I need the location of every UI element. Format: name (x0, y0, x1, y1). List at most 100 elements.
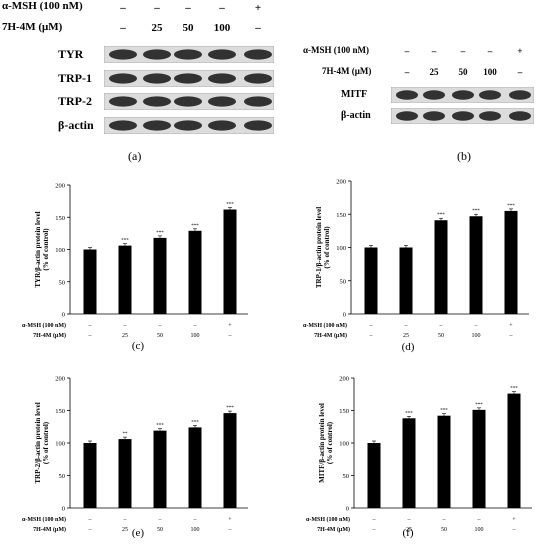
significance-label: *** (507, 204, 515, 209)
blot-band (109, 49, 137, 60)
treatment-value: – (404, 323, 409, 329)
y-tick-label: 50 (59, 279, 66, 286)
band-label: TRP-1 (58, 71, 92, 86)
treatment-value: – (193, 323, 198, 329)
y-axis-title: TRP-2/β-actin protein level (34, 402, 42, 483)
treatment-value: + (509, 323, 513, 329)
y-tick-label: 100 (55, 247, 65, 254)
treatment-value: 100 (191, 333, 200, 339)
significance-label: *** (191, 224, 199, 229)
y-axis-title: TYR/β-actin protein level (34, 211, 42, 287)
significance-label: *** (226, 203, 234, 208)
treatment-label: α-MSH (100 nM) (22, 322, 66, 329)
blot-band (244, 73, 272, 84)
blot-band (396, 90, 418, 100)
lane-value-label: – (404, 67, 410, 77)
band-label: β-actin (58, 118, 94, 133)
y-tick-label: 200 (336, 179, 346, 186)
treatment-value: – (407, 517, 412, 523)
bar-chart-f: 0 50 100 150 200 MITF/β-actin protein level (%… (306, 376, 532, 539)
y-axis-title: (% of control) (326, 421, 334, 464)
significance-label: *** (437, 213, 445, 218)
y-tick-label: 0 (346, 506, 349, 513)
bar (118, 245, 132, 314)
blot-band (109, 120, 137, 131)
significance-label: *** (156, 231, 164, 236)
bar (153, 430, 167, 508)
lane-value-label: 50 (182, 22, 194, 34)
alpha-msh-label: α-MSH (100 nM) (2, 0, 83, 12)
treatment-value: – (88, 517, 93, 523)
lane-value-label: 100 (483, 67, 497, 77)
y-tick-label: 100 (339, 441, 349, 448)
treatment-label: α-MSH (100 nM) (306, 516, 350, 523)
treatment-value: – (123, 323, 128, 329)
treatment-value: – (474, 323, 479, 329)
treatment-value: 100 (475, 527, 484, 533)
band-label: TYR (58, 47, 84, 62)
bar (188, 427, 202, 508)
treatment-value: – (158, 517, 163, 523)
treatment-value: + (228, 517, 232, 523)
bar (507, 393, 521, 508)
y-axis-title: (% of control) (323, 226, 331, 269)
bar (223, 209, 237, 314)
bar (437, 415, 451, 508)
blot-strip (391, 87, 534, 103)
y-tick-label: 150 (339, 408, 349, 415)
blot-band (208, 49, 236, 60)
y-axis-title: (% of control) (42, 228, 50, 271)
treatment-label: α-MSH (100 nM) (303, 322, 347, 329)
lane-value-label: – (219, 2, 225, 14)
panel-label: (b) (457, 149, 471, 163)
significance-label: *** (405, 411, 413, 416)
treatment-value: 100 (191, 527, 200, 533)
treatment-value: 25 (406, 527, 412, 533)
blot-strip (104, 70, 274, 87)
bar (153, 237, 167, 314)
treatment-value: 25 (403, 333, 409, 339)
y-axis-title: (% of control) (42, 421, 50, 464)
y-tick-label: 100 (336, 245, 346, 252)
bar (367, 443, 381, 508)
panel-label: (f) (403, 527, 414, 539)
treatment-value: 100 (472, 333, 481, 339)
y-tick-label: 200 (55, 376, 65, 383)
y-tick-label: 150 (336, 212, 346, 219)
y-tick-label: 50 (343, 473, 350, 480)
treatment-value: – (509, 333, 514, 339)
band-label: β-actin (341, 110, 371, 122)
treatment-value: + (512, 517, 516, 523)
treatment-value: – (372, 517, 377, 523)
band-label: MITF (341, 89, 368, 101)
lane-value-label: – (517, 67, 523, 77)
lane-value-label: 100 (213, 22, 231, 34)
blot-band (452, 111, 474, 121)
treatment-7h4m-label: 7H-4M (μM) (322, 66, 372, 76)
y-tick-label: 100 (55, 441, 65, 448)
significance-label: ** (123, 432, 129, 437)
y-tick-label: 0 (62, 312, 65, 319)
treatment-value: 50 (438, 333, 444, 339)
y-axis-title: MITF/β-actin protein level (318, 403, 326, 483)
treatment-label: 7H-4M (μM) (33, 332, 66, 339)
lane-value-label: – (460, 46, 466, 56)
treatment-value: – (512, 527, 517, 533)
blot-strip (104, 117, 274, 134)
treatment-label: 7H-4M (μM) (317, 526, 350, 533)
blot-band (244, 96, 272, 107)
blot-band (509, 111, 531, 121)
blot-band (244, 49, 272, 60)
treatment-value: – (228, 527, 233, 533)
alpha-msh-label: α-MSH (100 nM) (303, 45, 370, 55)
y-tick-label: 50 (340, 278, 347, 285)
significance-label: *** (121, 239, 129, 244)
y-tick-label: 0 (343, 312, 346, 319)
bar (402, 418, 416, 508)
lane-value-label: – (120, 2, 126, 14)
treatment-value: 25 (122, 333, 128, 339)
treatment-value: + (228, 323, 232, 329)
lane-value-label: 50 (458, 67, 468, 77)
treatment-value: – (439, 323, 444, 329)
